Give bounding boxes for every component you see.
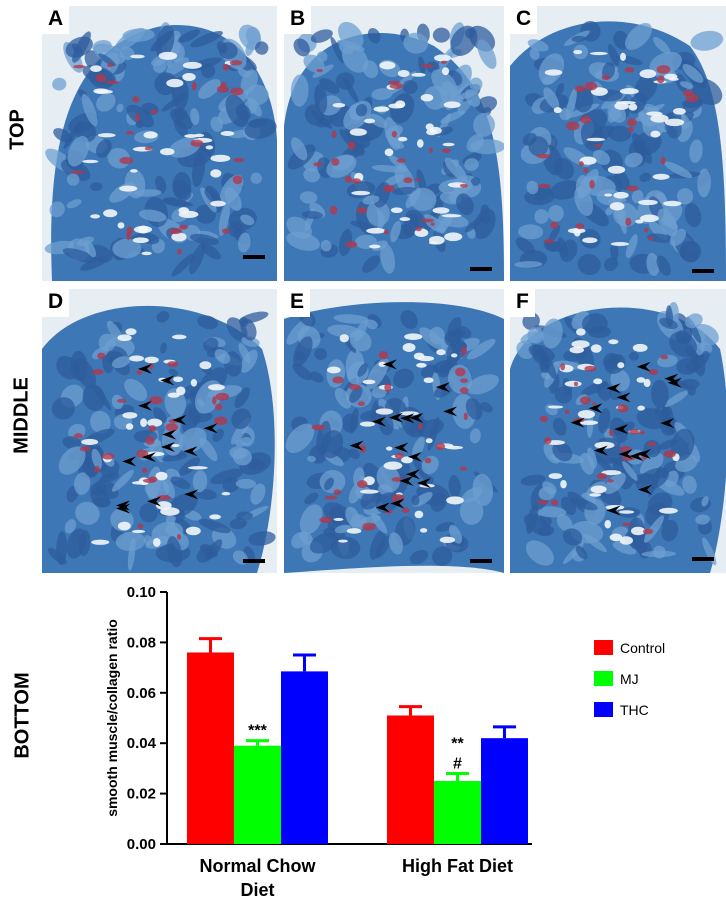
y-tick-label: 0.00 bbox=[127, 836, 156, 853]
arrowhead-marker bbox=[160, 441, 175, 452]
micrograph-panel-b: B bbox=[284, 6, 504, 281]
arrowhead-marker bbox=[162, 429, 177, 440]
micrograph-panel-d: D bbox=[42, 289, 277, 573]
panel-letter: F bbox=[510, 289, 535, 317]
arrowhead-marker bbox=[629, 451, 644, 462]
arrowhead-marker bbox=[606, 383, 621, 394]
legend-label: MJ bbox=[620, 671, 639, 687]
arrowhead-marker bbox=[375, 502, 390, 513]
arrowhead-marker bbox=[141, 452, 156, 463]
arrowhead-marker bbox=[616, 392, 631, 403]
arrowhead-marker bbox=[349, 440, 364, 451]
bar-mj-1 bbox=[234, 745, 281, 844]
scale-bar bbox=[243, 559, 265, 563]
x-category-label: Normal Chow bbox=[199, 856, 316, 876]
legend-swatch-mj bbox=[594, 671, 613, 686]
scale-bar bbox=[470, 559, 492, 563]
arrowhead-marker bbox=[122, 456, 137, 467]
micrograph-panel-e: E bbox=[284, 289, 504, 573]
micrograph-panel-c: C bbox=[510, 6, 726, 281]
arrowhead-marker bbox=[394, 442, 409, 453]
arrowhead-marker bbox=[115, 500, 130, 511]
arrowhead-marker bbox=[399, 475, 414, 486]
arrowhead-marker bbox=[160, 375, 175, 386]
legend-swatch-control bbox=[594, 640, 613, 655]
arrowhead-marker bbox=[390, 498, 405, 509]
legend-label: THC bbox=[620, 702, 649, 718]
arrowhead-marker bbox=[435, 382, 450, 393]
arrowhead-marker bbox=[614, 424, 629, 435]
tissue-texture bbox=[510, 6, 726, 281]
arrowhead-marker bbox=[636, 361, 651, 372]
panel-letter: D bbox=[42, 289, 70, 317]
y-axis-label: smooth muscle/collagen ratio bbox=[104, 619, 120, 817]
scale-bar bbox=[243, 255, 265, 259]
micrograph-panel-f: F bbox=[510, 289, 726, 573]
arrowhead-marker bbox=[203, 423, 218, 434]
arrowhead-marker bbox=[138, 400, 153, 411]
tissue-texture bbox=[510, 289, 726, 573]
arrowhead-marker bbox=[184, 489, 199, 500]
arrowhead-marker bbox=[147, 496, 162, 507]
arrowhead-marker bbox=[660, 418, 675, 429]
bar-thc-1 bbox=[281, 671, 328, 844]
arrowhead-marker bbox=[664, 373, 679, 384]
arrowhead-marker bbox=[382, 359, 397, 370]
arrowhead-marker bbox=[416, 478, 431, 489]
arrowhead-marker bbox=[138, 363, 153, 374]
y-tick-label: 0.08 bbox=[127, 634, 156, 651]
significance-marker: *** bbox=[248, 723, 267, 740]
significance-marker: # bbox=[453, 755, 462, 772]
tissue-texture bbox=[284, 289, 504, 573]
tissue-texture bbox=[284, 6, 504, 281]
bar-mj-2 bbox=[434, 781, 481, 844]
arrowhead-marker bbox=[405, 469, 420, 480]
panel-letter: C bbox=[510, 6, 538, 34]
arrowhead-marker bbox=[409, 412, 424, 423]
arrowhead-marker bbox=[638, 484, 653, 495]
arrowhead-marker bbox=[443, 406, 458, 417]
arrowhead-marker bbox=[588, 403, 603, 414]
arrowhead-marker bbox=[593, 445, 608, 456]
arrowhead-marker bbox=[116, 503, 131, 514]
significance-marker: ** bbox=[451, 735, 464, 752]
arrowhead-marker bbox=[400, 413, 415, 424]
y-tick-label: 0.04 bbox=[127, 735, 157, 752]
tissue-texture bbox=[42, 289, 277, 573]
arrowhead-marker bbox=[371, 416, 386, 427]
scale-bar bbox=[470, 267, 492, 271]
bar-control-2 bbox=[387, 715, 434, 844]
arrowhead-marker bbox=[388, 412, 403, 423]
tissue-texture bbox=[42, 6, 277, 281]
panel-letter: A bbox=[42, 6, 70, 34]
panel-letter: E bbox=[284, 289, 311, 317]
bar-thc-2 bbox=[481, 738, 528, 844]
x-category-label: High Fat Diet bbox=[402, 856, 513, 876]
scale-bar bbox=[692, 557, 714, 561]
bar-control-1 bbox=[187, 652, 234, 844]
y-tick-label: 0.10 bbox=[127, 584, 156, 601]
arrowhead-marker bbox=[183, 446, 198, 457]
arrowhead-marker bbox=[172, 415, 187, 426]
y-tick-label: 0.06 bbox=[127, 685, 156, 702]
y-tick-label: 0.02 bbox=[127, 786, 156, 803]
panel-letter: B bbox=[284, 6, 312, 34]
arrowhead-marker bbox=[667, 377, 682, 388]
arrowhead-marker bbox=[570, 417, 585, 428]
legend-label: Control bbox=[620, 640, 665, 656]
arrowhead-marker bbox=[636, 448, 651, 459]
arrowhead-marker bbox=[606, 505, 621, 516]
x-category-label: Diet bbox=[240, 880, 274, 900]
scale-bar bbox=[692, 269, 714, 273]
micrograph-panel-a: A bbox=[42, 6, 277, 281]
legend-swatch-thc bbox=[594, 702, 613, 717]
arrowhead-marker bbox=[407, 451, 422, 462]
arrowhead-marker bbox=[618, 449, 633, 460]
